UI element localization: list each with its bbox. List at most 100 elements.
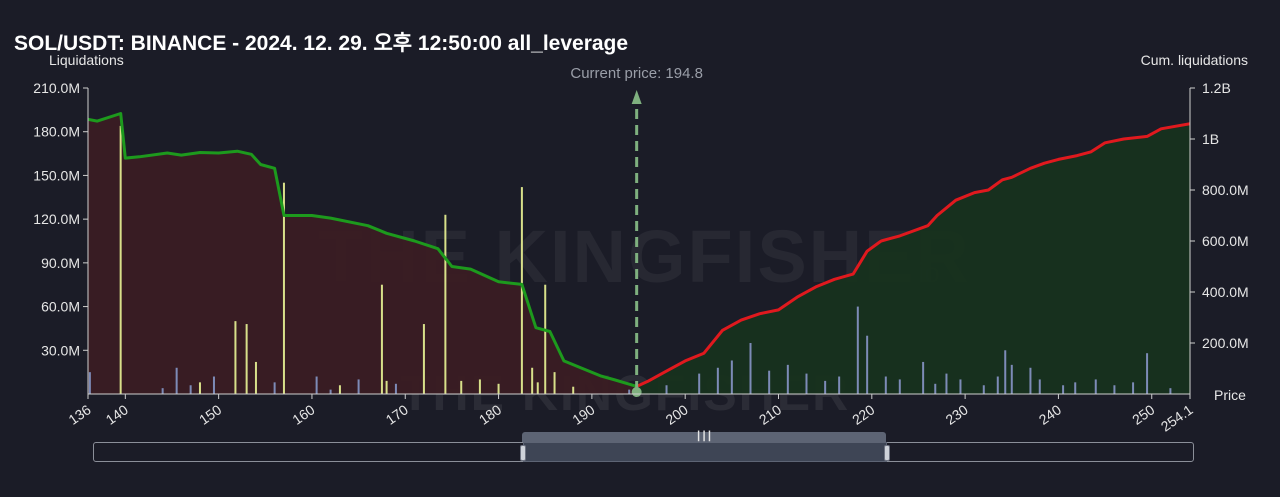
short-liquidation-bar xyxy=(982,385,985,394)
short-liquidation-bar xyxy=(786,364,789,394)
right-axis-title: Cum. liquidations xyxy=(1140,52,1248,68)
left-axis-title: Liquidations xyxy=(49,52,124,68)
x-tick-label: 250 xyxy=(1129,401,1157,428)
current-price-arrow xyxy=(631,90,642,104)
y-tick-label-right: 600.0M xyxy=(1202,233,1249,249)
x-tick-label: 240 xyxy=(1036,401,1064,428)
x-tick-label: 220 xyxy=(849,401,877,428)
long-liquidation-bar xyxy=(544,284,547,394)
short-liquidation-bar xyxy=(866,335,869,394)
short-liquidation-bar xyxy=(934,383,937,394)
short-liquidation-bar xyxy=(749,343,752,394)
short-liquidation-bar xyxy=(628,389,631,394)
short-liquidation-bar xyxy=(1146,353,1149,394)
long-liquidation-bar xyxy=(119,125,122,394)
short-liquidation-bar xyxy=(665,385,668,394)
short-liquidation-bar xyxy=(1038,379,1041,394)
short-cumulative-line xyxy=(636,122,1190,388)
short-liquidation-bar xyxy=(1010,364,1013,394)
grip-lines-icon[interactable]: ┃┃┃ xyxy=(522,432,886,442)
range-slider-handle-right[interactable] xyxy=(883,445,890,461)
long-liquidation-bar xyxy=(460,380,463,394)
x-tick-label: 140 xyxy=(103,401,131,428)
long-liquidation-bar xyxy=(380,284,383,394)
x-axis-title: Price xyxy=(1214,387,1246,403)
range-slider-handle-left[interactable] xyxy=(520,445,527,461)
short-liquidation-bar xyxy=(805,373,808,394)
short-liquidation-bar xyxy=(1004,350,1007,394)
y-tick-label-left: 180.0M xyxy=(33,124,80,140)
long-liquidation-bar xyxy=(385,380,388,394)
short-liquidation-bar xyxy=(329,389,332,394)
short-liquidation-bar xyxy=(1094,379,1097,394)
x-tick-label: 230 xyxy=(943,401,971,428)
chart-title: SOL/USDT: BINANCE - 2024. 12. 29. 오후 12:… xyxy=(14,32,629,55)
x-tick-label: 150 xyxy=(196,401,224,428)
long-liquidation-bar xyxy=(422,324,425,394)
y-tick-label-left: 90.0M xyxy=(41,255,80,271)
short-liquidation-bar xyxy=(996,376,999,394)
short-liquidation-bar xyxy=(88,372,91,394)
short-liquidation-bar xyxy=(1074,382,1077,394)
short-liquidation-bar xyxy=(394,383,397,394)
long-liquidation-bar xyxy=(234,321,237,394)
short-liquidation-bar xyxy=(273,382,276,394)
short-cumulative-area xyxy=(636,123,1190,394)
short-liquidation-bar xyxy=(315,376,318,394)
short-liquidation-bar xyxy=(189,385,192,394)
long-liquidation-bar xyxy=(520,187,523,394)
short-liquidation-bar xyxy=(838,376,841,394)
short-liquidation-bar xyxy=(856,306,859,394)
current-price-label: Current price: 194.8 xyxy=(570,65,703,82)
long-liquidation-bar xyxy=(245,324,248,394)
short-liquidation-bar xyxy=(1029,367,1032,394)
current-price-dot xyxy=(631,387,642,397)
y-tick-label-right: 1B xyxy=(1202,131,1219,147)
short-liquidation-bar xyxy=(959,379,962,394)
short-liquidation-bar xyxy=(175,367,178,394)
long-liquidation-bar xyxy=(198,382,201,394)
y-tick-label-left: 60.0M xyxy=(41,299,80,315)
long-liquidation-bar xyxy=(536,382,539,394)
short-liquidation-bar xyxy=(768,370,771,394)
short-liquidation-bar xyxy=(1132,382,1135,394)
long-liquidation-bar xyxy=(478,379,481,394)
short-liquidation-bar xyxy=(212,376,215,394)
x-tick-label: 254.1 xyxy=(1158,401,1196,434)
range-slider-window[interactable] xyxy=(523,442,887,462)
short-liquidation-bar xyxy=(161,388,164,394)
short-liquidation-bar xyxy=(716,367,719,394)
short-liquidation-bar xyxy=(898,379,901,394)
short-liquidation-bar xyxy=(1062,385,1065,394)
range-slider[interactable] xyxy=(93,442,1194,462)
long-liquidation-bar xyxy=(497,383,500,394)
short-liquidation-bar xyxy=(1113,385,1116,394)
short-liquidation-bar xyxy=(922,361,925,394)
long-liquidation-bar xyxy=(531,367,534,394)
y-tick-label-left: 210.0M xyxy=(33,80,80,96)
long-liquidation-bar xyxy=(553,372,556,394)
long-cumulative-area xyxy=(88,113,637,394)
y-tick-label-right: 800.0M xyxy=(1202,182,1249,198)
y-tick-label-right: 1.2B xyxy=(1202,80,1231,96)
short-liquidation-bar xyxy=(824,380,827,394)
x-tick-label: 160 xyxy=(289,401,317,428)
y-tick-label-right: 400.0M xyxy=(1202,284,1249,300)
long-cumulative-line xyxy=(88,112,638,388)
y-tick-label-left: 150.0M xyxy=(33,167,80,183)
short-liquidation-bar xyxy=(730,360,733,394)
short-liquidation-bar xyxy=(698,373,701,394)
long-liquidation-bar xyxy=(444,214,447,394)
y-tick-label-right: 200.0M xyxy=(1202,335,1249,351)
short-liquidation-bar xyxy=(357,379,360,394)
long-liquidation-bar xyxy=(254,361,257,394)
short-liquidation-bar xyxy=(884,376,887,394)
x-tick-label: 136 xyxy=(65,401,93,428)
y-tick-label-left: 120.0M xyxy=(33,211,80,227)
long-liquidation-bar xyxy=(572,386,575,394)
short-liquidation-bar xyxy=(1169,388,1172,394)
short-liquidation-bar xyxy=(945,373,948,394)
y-tick-label-left: 30.0M xyxy=(41,342,80,358)
